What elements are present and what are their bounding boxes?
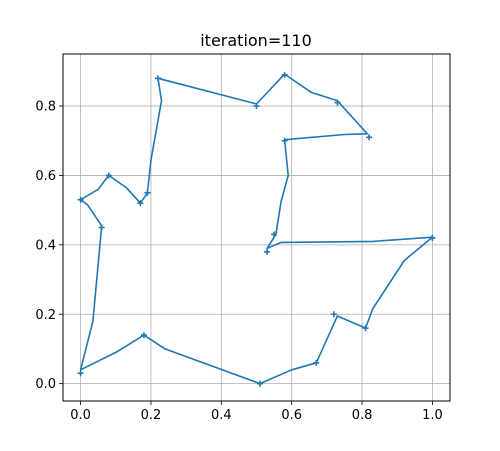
data-point-marker (257, 380, 264, 387)
x-tick-label: 0.0 (70, 408, 91, 423)
data-point-marker (105, 172, 112, 179)
x-tick-label: 1.0 (422, 408, 443, 423)
axis-ticks (59, 105, 433, 405)
data-point-marker (253, 103, 260, 110)
x-tick-label: 0.2 (141, 408, 162, 423)
y-tick-label: 0.6 (35, 169, 56, 184)
x-tick-label: 0.8 (352, 408, 373, 423)
data-point-marker (154, 75, 161, 82)
data-point-marker (362, 325, 369, 332)
data-point-marker (140, 332, 147, 339)
series-markers (77, 71, 436, 387)
data-point-marker (77, 370, 84, 377)
y-tick-label: 0.4 (35, 238, 56, 253)
series-path (79, 73, 434, 385)
data-point-marker (281, 137, 288, 144)
route-line (79, 73, 434, 385)
data-point-marker (281, 71, 288, 78)
x-tick-label: 0.6 (281, 408, 302, 423)
data-point-marker (330, 311, 337, 318)
data-point-marker (271, 231, 278, 238)
y-tick-label: 0.0 (35, 377, 56, 392)
x-tick-label: 0.4 (211, 408, 232, 423)
data-point-marker (77, 196, 84, 203)
data-point-marker (137, 200, 144, 207)
data-point-marker (144, 189, 151, 196)
data-point-marker (264, 248, 271, 255)
chart-title: iteration=110 (200, 31, 312, 50)
data-point-marker (98, 224, 105, 231)
data-point-marker (313, 359, 320, 366)
y-tick-label: 0.2 (35, 308, 56, 323)
data-point-marker (429, 234, 436, 241)
data-point-marker (366, 134, 373, 141)
data-point-marker (334, 99, 341, 106)
y-tick-label: 0.8 (35, 100, 56, 115)
axis-tick-labels: 0.0 0.2 0.4 0.6 0.8 1.0 0.0 0.2 0.4 0.6 0.8 (35, 100, 442, 423)
plot-frame (62, 53, 451, 402)
